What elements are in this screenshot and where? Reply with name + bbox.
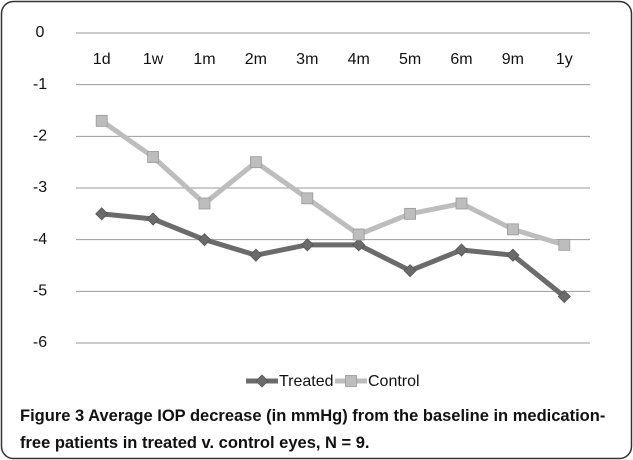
series-line [100,118,566,248]
x-tick-label: 1w [143,51,164,68]
x-tick-label: 6m [450,51,472,68]
legend-label: Control [368,373,420,390]
x-tick-label: 3m [296,51,318,68]
point [403,264,417,278]
point [558,238,571,251]
point [95,114,108,127]
legend-label: Treated [279,373,334,390]
x-tick-label: 2m [245,51,267,68]
y-tick-label: -6 [33,334,47,351]
point [147,151,160,163]
x-tick-label: 5m [399,51,421,68]
x-tick-label: 4m [348,51,370,68]
point [301,192,314,205]
point [506,223,519,236]
y-tick-label: -1 [33,76,47,93]
x-tick-label: 9m [502,51,524,68]
point [198,197,211,210]
point [506,248,520,262]
point [352,238,366,252]
point [249,156,262,169]
point [249,248,263,262]
legend-marker [255,374,269,388]
point [404,207,417,220]
series-line [101,211,566,299]
point [454,243,469,257]
y-tick-label: -5 [33,283,47,300]
y-tick-label: 0 [36,24,45,41]
caption-label: Figure 3 [20,407,85,425]
y-tick-label: -3 [33,179,47,196]
point [352,228,365,241]
caption: Figure 3 Average IOP decrease (in mmHg) … [20,403,620,457]
x-tick-label: 1m [193,51,215,68]
y-tick-label: -4 [33,231,47,248]
point [557,289,571,304]
x-tick-label: 1d [93,51,111,68]
y-tick-label: -2 [33,128,47,145]
point [197,233,212,247]
point [300,238,314,252]
caption-text: Average IOP decrease (in mmHg) from the … [20,407,606,452]
legend-marker [345,375,357,387]
point [146,212,160,226]
x-tick-label: 1y [556,51,573,68]
point [95,207,109,221]
point [455,197,468,210]
